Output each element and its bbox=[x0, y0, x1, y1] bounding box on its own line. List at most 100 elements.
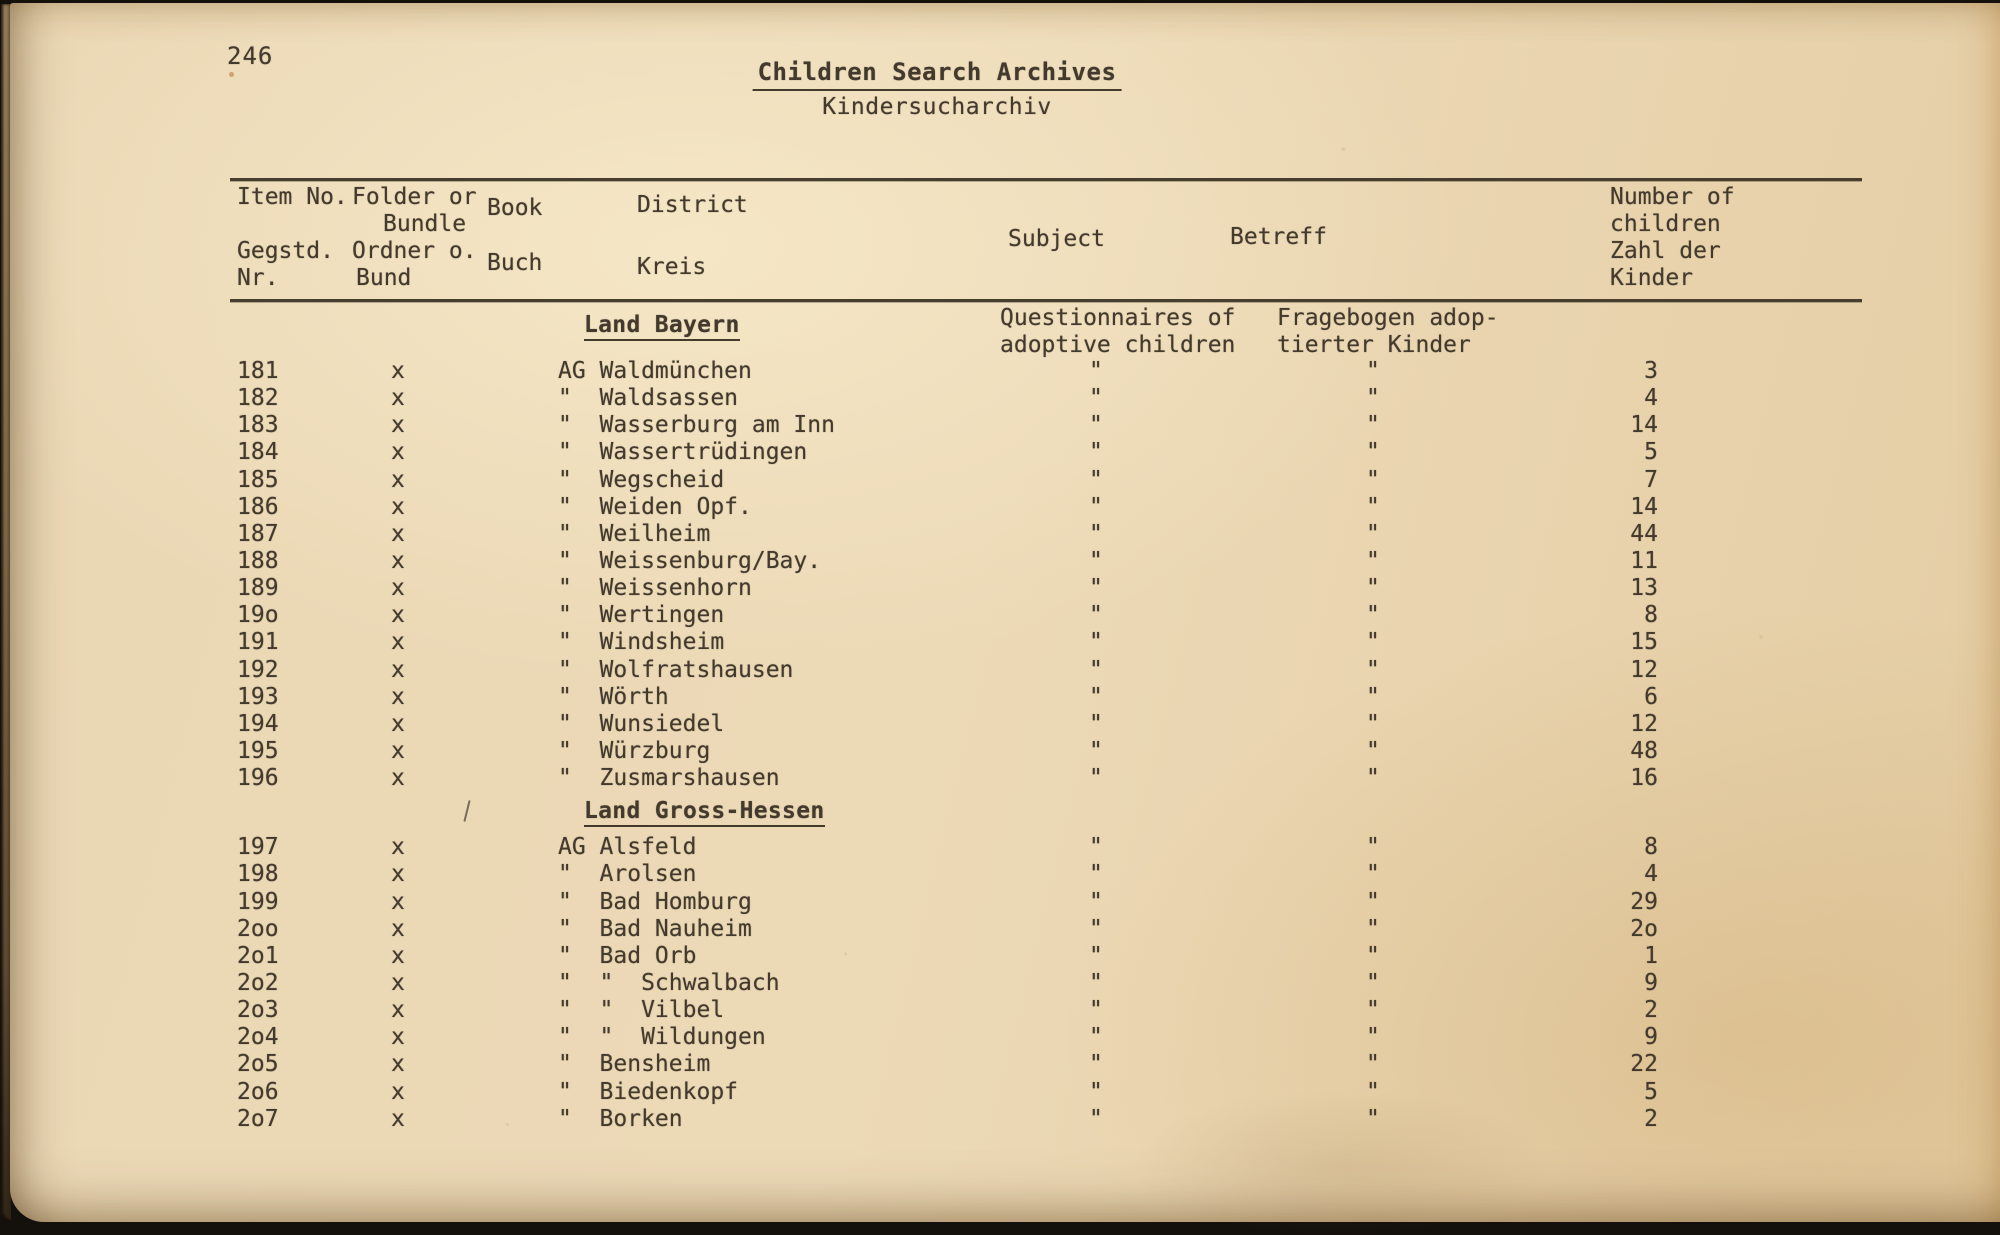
header-folder-de-2: Bund bbox=[356, 265, 412, 291]
cell-children-count: 16 bbox=[1630, 765, 1658, 792]
table-row: 183 x " Wasserburg am Inn " " 14 bbox=[0, 412, 2000, 439]
cell-district: " Würzburg bbox=[558, 737, 711, 764]
cell-betreff-ditto: " bbox=[1366, 915, 1380, 942]
cell-item-number: 19o bbox=[237, 602, 279, 629]
cell-subject-ditto: " bbox=[1089, 602, 1103, 629]
cell-item-number: 198 bbox=[237, 861, 279, 888]
header-item-de-2: Nr. bbox=[237, 265, 279, 291]
cell-district: " Wolfratshausen bbox=[558, 656, 794, 683]
cell-district: " Bad Homburg bbox=[558, 888, 752, 915]
cell-folder-mark: x bbox=[391, 358, 405, 384]
header-district-de: Kreis bbox=[637, 254, 707, 280]
cell-item-number: 184 bbox=[237, 439, 279, 466]
cell-children-count: 8 bbox=[1644, 602, 1658, 629]
table-row: 192 x " Wolfratshausen " " 12 bbox=[0, 657, 2000, 684]
cell-children-count: 9 bbox=[1644, 1024, 1658, 1051]
section-subject-note-en: Questionnaires of adoptive children bbox=[1000, 305, 1236, 358]
header-folder-de-1: Ordner o. bbox=[352, 238, 477, 264]
cell-betreff-ditto: " bbox=[1366, 385, 1380, 412]
cell-children-count: 4 bbox=[1644, 385, 1658, 412]
header-number-2: children bbox=[1610, 211, 1721, 237]
document-title-block: Children Search Archives Kindersucharchi… bbox=[752, 58, 1122, 120]
cell-betreff-ditto: " bbox=[1366, 602, 1380, 629]
cell-item-number: 195 bbox=[237, 737, 279, 764]
cell-subject-ditto: " bbox=[1089, 834, 1103, 861]
table-row: 187 x " Weilheim " " 44 bbox=[0, 521, 2000, 548]
cell-folder-mark: x bbox=[391, 575, 405, 602]
cell-district: " Weissenhorn bbox=[558, 575, 752, 602]
table-row: 2o5 x " Bensheim " " 22 bbox=[0, 1051, 2000, 1078]
cell-district: " Wörth bbox=[558, 683, 669, 710]
cell-subject-ditto: " bbox=[1089, 358, 1103, 384]
cell-district: " Borken bbox=[558, 1105, 683, 1132]
cell-subject-ditto: " bbox=[1089, 997, 1103, 1024]
header-book-de: Buch bbox=[487, 250, 543, 276]
cell-children-count: 29 bbox=[1630, 888, 1658, 915]
cell-folder-mark: x bbox=[391, 466, 405, 493]
cell-subject-ditto: " bbox=[1089, 439, 1103, 466]
table-row: 2o7 x " Borken " " 2 bbox=[0, 1106, 2000, 1133]
table-row: 184 x " Wassertrüdingen " " 5 bbox=[0, 439, 2000, 466]
cell-folder-mark: x bbox=[391, 765, 405, 792]
cell-district: " Weiden Opf. bbox=[558, 493, 752, 520]
cell-folder-mark: x bbox=[391, 1051, 405, 1078]
section-title: Land Bayern bbox=[584, 312, 740, 341]
cell-subject-ditto: " bbox=[1089, 520, 1103, 547]
cell-subject-ditto: " bbox=[1089, 942, 1103, 969]
cell-folder-mark: x bbox=[391, 1024, 405, 1051]
cell-betreff-ditto: " bbox=[1366, 710, 1380, 737]
table-row: 2o2 x " " Schwalbach " " 9 bbox=[0, 970, 2000, 997]
cell-item-number: 186 bbox=[237, 493, 279, 520]
cell-betreff-ditto: " bbox=[1366, 1079, 1380, 1106]
table-row: 182 x " Waldsassen " " 4 bbox=[0, 385, 2000, 412]
cell-item-number: 2o3 bbox=[237, 997, 279, 1024]
header-folder-en-1: Folder or bbox=[352, 184, 477, 210]
cell-betreff-ditto: " bbox=[1366, 439, 1380, 466]
section-title: Land Gross-Hessen bbox=[584, 798, 825, 828]
cell-item-number: 185 bbox=[237, 466, 279, 493]
cell-betreff-ditto: " bbox=[1366, 834, 1380, 861]
cell-children-count: 22 bbox=[1630, 1051, 1658, 1078]
cell-subject-ditto: " bbox=[1089, 888, 1103, 915]
cell-betreff-ditto: " bbox=[1366, 765, 1380, 792]
cell-folder-mark: x bbox=[391, 385, 405, 412]
cell-district: " Wassertrüdingen bbox=[558, 439, 808, 466]
header-district-en: District bbox=[637, 192, 748, 218]
cell-betreff-ditto: " bbox=[1366, 358, 1380, 384]
table-row: 195 x " Würzburg " " 48 bbox=[0, 738, 2000, 765]
cell-betreff-ditto: " bbox=[1366, 575, 1380, 602]
cell-children-count: 5 bbox=[1644, 439, 1658, 466]
cell-folder-mark: x bbox=[391, 439, 405, 466]
cell-folder-mark: x bbox=[391, 1078, 405, 1105]
cell-children-count: 5 bbox=[1644, 1078, 1658, 1105]
cell-children-count: 48 bbox=[1630, 737, 1658, 764]
cell-subject-ditto: " bbox=[1089, 1105, 1103, 1132]
cell-district: AG Alsfeld bbox=[558, 834, 697, 861]
cell-item-number: 2o5 bbox=[237, 1051, 279, 1078]
header-subject-en: Subject bbox=[1008, 226, 1105, 252]
cell-children-count: 15 bbox=[1630, 629, 1658, 656]
cell-subject-ditto: " bbox=[1089, 656, 1103, 683]
cell-district: " Wunsiedel bbox=[558, 710, 725, 737]
cell-betreff-ditto: " bbox=[1366, 1024, 1380, 1051]
cell-betreff-ditto: " bbox=[1366, 1051, 1380, 1078]
cell-item-number: 2o6 bbox=[237, 1078, 279, 1105]
book-page-edge bbox=[1, 4, 11, 1220]
cell-subject-ditto: " bbox=[1089, 493, 1103, 520]
cell-item-number: 187 bbox=[237, 520, 279, 547]
table-row: 2o3 x " " Vilbel " " 2 bbox=[0, 997, 2000, 1024]
cell-district: AG Waldmünchen bbox=[558, 358, 752, 384]
header-folder-en-2: Bundle bbox=[383, 211, 467, 237]
cell-subject-ditto: " bbox=[1089, 412, 1103, 439]
header-book-en: Book bbox=[487, 195, 543, 221]
table-row: 2o1 x " Bad Orb " " 1 bbox=[0, 943, 2000, 970]
table-row: 198 x " Arolsen " " 4 bbox=[0, 861, 2000, 888]
cell-item-number: 193 bbox=[237, 683, 279, 710]
cell-betreff-ditto: " bbox=[1366, 629, 1380, 656]
cell-betreff-ditto: " bbox=[1366, 969, 1380, 996]
cell-folder-mark: x bbox=[391, 915, 405, 942]
cell-children-count: 8 bbox=[1644, 834, 1658, 861]
cell-district: " Weilheim bbox=[558, 520, 711, 547]
cell-betreff-ditto: " bbox=[1366, 520, 1380, 547]
cell-item-number: 2o1 bbox=[237, 942, 279, 969]
